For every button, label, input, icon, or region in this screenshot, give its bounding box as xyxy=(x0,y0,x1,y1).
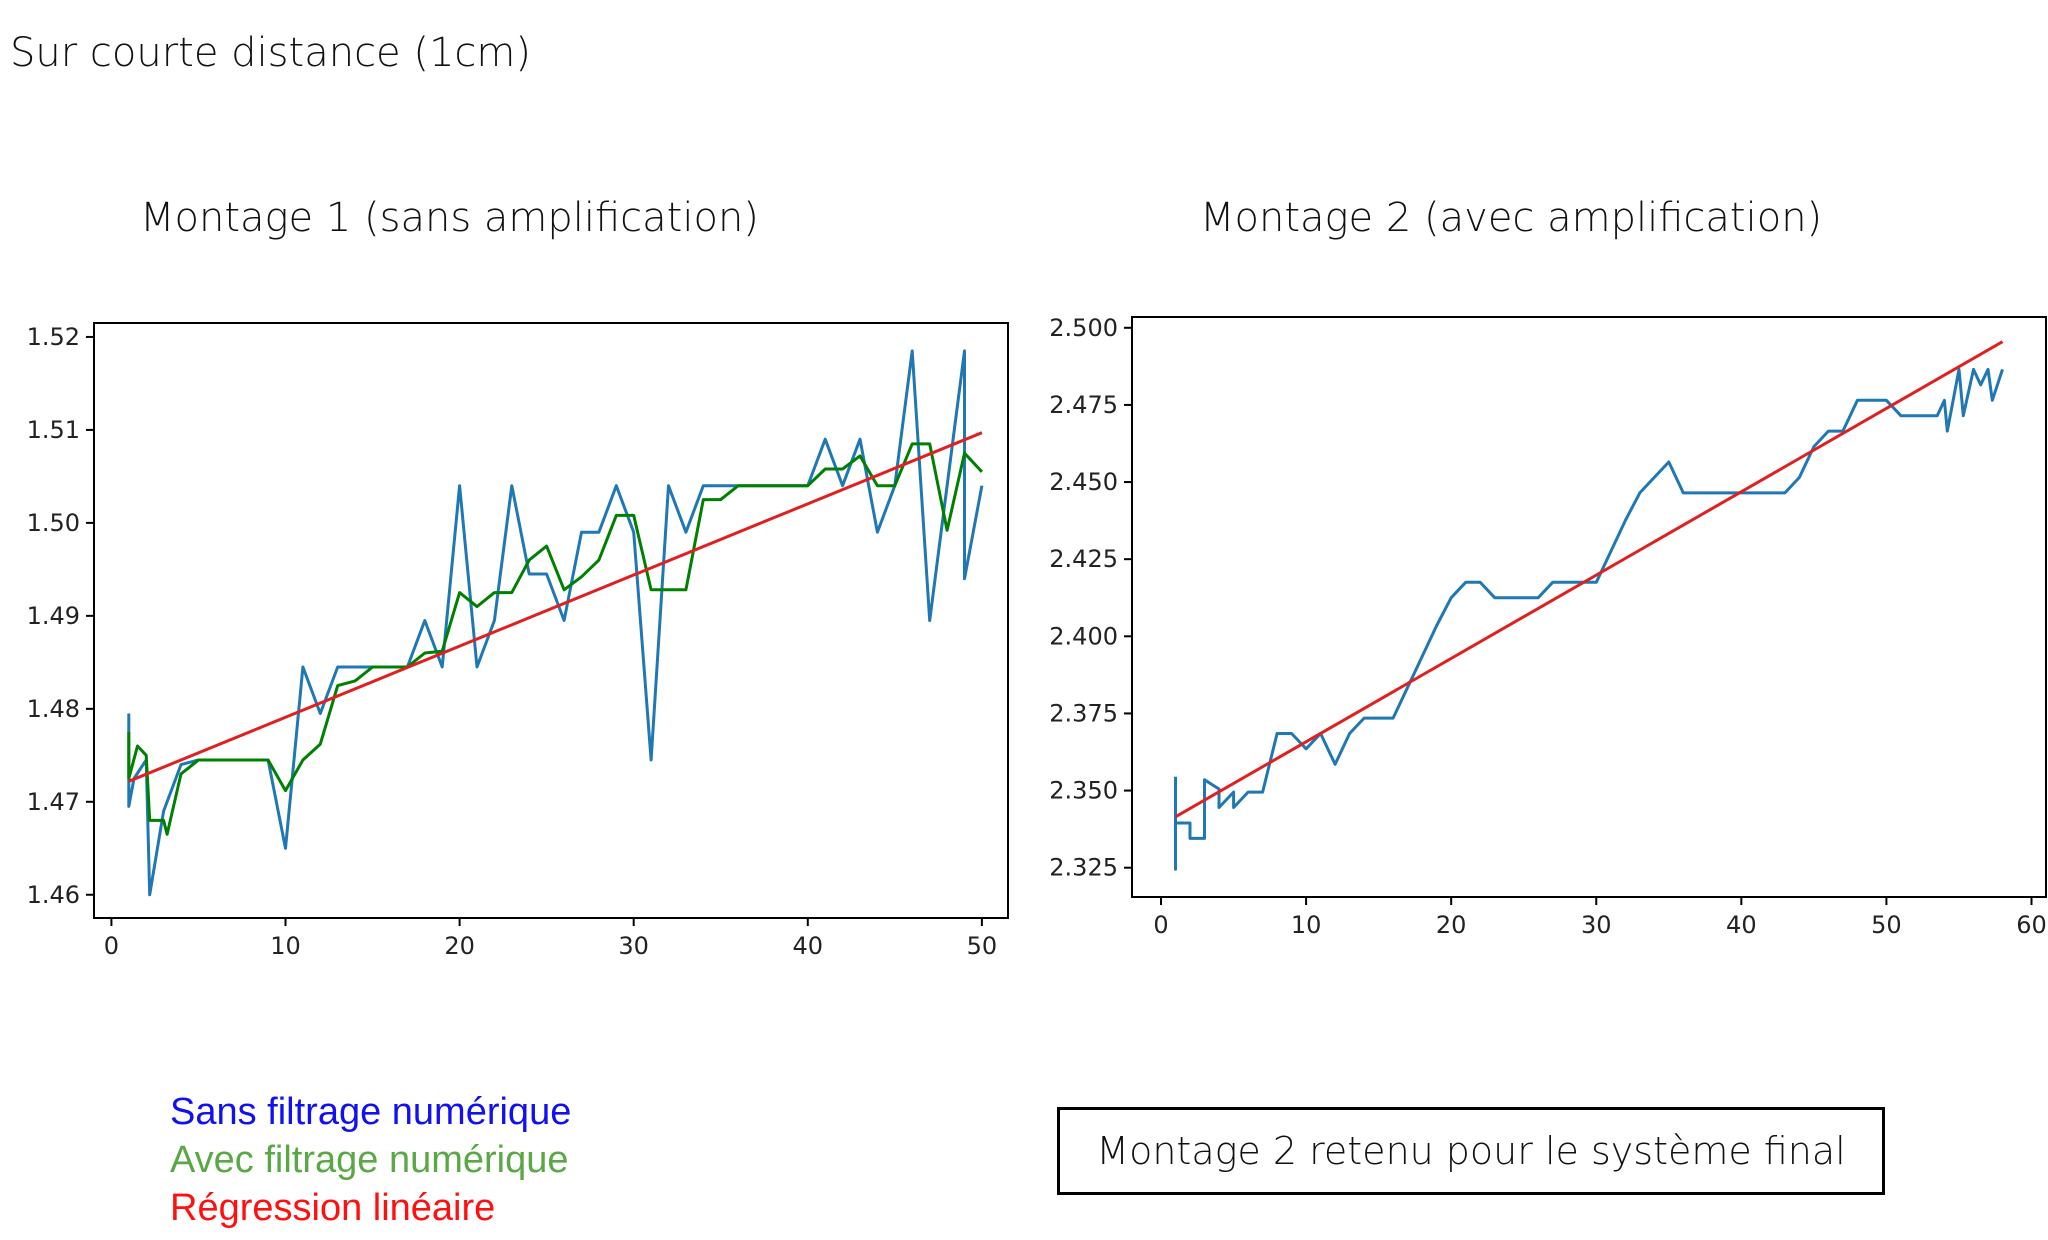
legend-item-filtered: Avec filtrage numérique xyxy=(170,1139,569,1181)
chart1-series-1-line xyxy=(127,442,983,836)
chart1-ytick-label: 1.49 xyxy=(27,602,80,630)
chart2-xtick-label: 30 xyxy=(1581,911,1612,939)
chart1-ytick-label: 1.47 xyxy=(27,788,80,816)
chart2-ytick-label: 2.375 xyxy=(1049,699,1118,727)
chart2-plot-frame xyxy=(1131,316,2047,898)
legend: Sans filtrage numérique Avec filtrage nu… xyxy=(170,1088,571,1232)
chart1-series-2-line xyxy=(128,431,983,783)
chart1-ytick-label: 1.52 xyxy=(27,323,80,351)
chart1-xtick-label: 30 xyxy=(618,932,649,960)
chart2-series-0-line xyxy=(1174,367,2004,871)
chart1-ytick-label: 1.48 xyxy=(27,695,80,723)
chart1-xtick-label: 0 xyxy=(104,932,119,960)
chart2-xtick-label: 50 xyxy=(1871,911,1902,939)
conclusion-note: Montage 2 retenu pour le système final xyxy=(1057,1107,1885,1195)
chart-2-title: Montage 2 (avec amplification) xyxy=(1200,195,1823,241)
chart1-plot-frame xyxy=(93,322,1009,919)
chart2-ytick-label: 2.400 xyxy=(1049,622,1118,650)
legend-item-raw: Sans filtrage numérique xyxy=(170,1091,572,1133)
chart2-ytick-label: 2.350 xyxy=(1049,777,1118,805)
chart2-xtick-label: 20 xyxy=(1436,911,1467,939)
chart-1-title: Montage 1 (sans amplification) xyxy=(140,195,759,241)
chart1-xtick-label: 50 xyxy=(967,932,998,960)
chart2-xtick-label: 10 xyxy=(1291,911,1322,939)
chart2-ytick-label: 2.425 xyxy=(1049,545,1118,573)
chart2-xtick-label: 60 xyxy=(2016,911,2047,939)
chart2-ytick-label: 2.450 xyxy=(1049,468,1118,496)
chart1-ytick-label: 1.46 xyxy=(27,881,80,909)
chart2-series-1-line xyxy=(1174,340,2004,819)
legend-item-regression: Régression linéaire xyxy=(170,1187,496,1229)
chart1-xtick-label: 20 xyxy=(444,932,475,960)
chart2-ytick-label: 2.325 xyxy=(1049,854,1118,882)
page-heading: Sur courte distance (1cm) xyxy=(10,30,531,76)
chart1-xtick-label: 10 xyxy=(270,932,301,960)
chart2-ytick-label: 2.500 xyxy=(1049,314,1118,342)
chart2-ytick-label: 2.475 xyxy=(1049,391,1118,419)
chart1-xtick-label: 40 xyxy=(793,932,824,960)
chart1-ytick-label: 1.51 xyxy=(27,416,80,444)
chart2-xtick-label: 0 xyxy=(1153,911,1168,939)
chart1-ytick-label: 1.50 xyxy=(27,509,80,537)
chart2-xtick-label: 40 xyxy=(1726,911,1757,939)
